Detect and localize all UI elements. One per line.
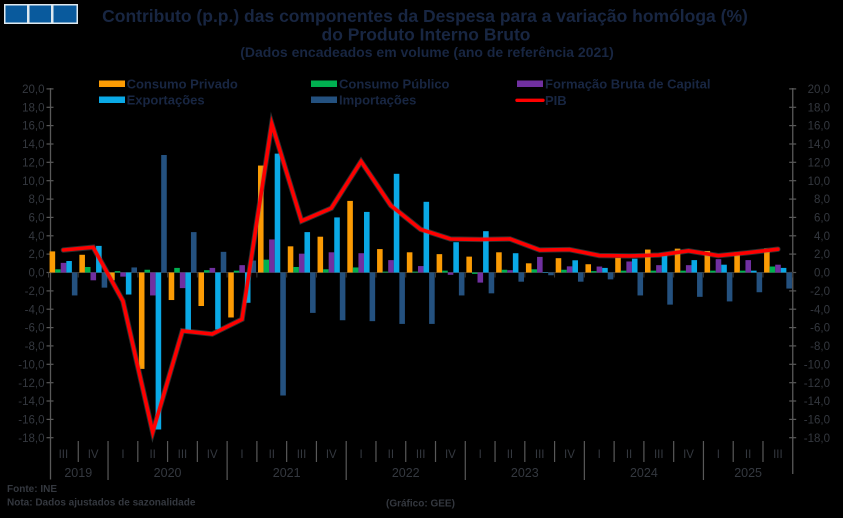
- svg-text:Consumo Privado: Consumo Privado: [127, 77, 238, 92]
- svg-text:2023: 2023: [511, 466, 539, 480]
- svg-text:-8,0: -8,0: [810, 341, 830, 353]
- svg-text:Exportações: Exportações: [127, 93, 205, 108]
- svg-text:18,0: 18,0: [22, 102, 44, 114]
- svg-text:6,0: 6,0: [29, 213, 45, 225]
- svg-text:2020: 2020: [154, 466, 182, 480]
- svg-text:14,0: 14,0: [808, 139, 830, 151]
- svg-text:2025: 2025: [734, 466, 762, 480]
- svg-text:8,0: 8,0: [29, 194, 45, 206]
- svg-text:14,0: 14,0: [22, 139, 44, 151]
- svg-text:16,0: 16,0: [22, 121, 44, 133]
- svg-text:III: III: [416, 449, 426, 461]
- svg-text:Formação Bruta de Capital: Formação Bruta de Capital: [545, 77, 710, 92]
- svg-text:I: I: [479, 449, 482, 461]
- svg-text:-10,0: -10,0: [804, 359, 830, 371]
- svg-text:(Gráfico: GEE): (Gráfico: GEE): [386, 499, 455, 510]
- svg-text:IV: IV: [326, 449, 337, 461]
- svg-text:2,0: 2,0: [29, 249, 45, 261]
- svg-text:-10,0: -10,0: [18, 359, 44, 371]
- svg-text:2024: 2024: [630, 466, 658, 480]
- svg-text:Nota: Dados ajustados de sazon: Nota: Dados ajustados de sazonalidade: [7, 498, 196, 509]
- svg-text:-16,0: -16,0: [804, 415, 830, 427]
- svg-text:-2,0: -2,0: [25, 286, 45, 298]
- svg-text:-8,0: -8,0: [25, 341, 45, 353]
- svg-text:Fonte: INE: Fonte: INE: [7, 484, 57, 495]
- svg-text:II: II: [626, 449, 632, 461]
- svg-text:18,0: 18,0: [808, 102, 830, 114]
- svg-text:-12,0: -12,0: [804, 378, 830, 390]
- svg-text:III: III: [297, 449, 307, 461]
- svg-text:-6,0: -6,0: [25, 323, 45, 335]
- svg-text:III: III: [59, 449, 69, 461]
- svg-text:10,0: 10,0: [22, 176, 44, 188]
- svg-text:II: II: [269, 449, 275, 461]
- svg-text:-6,0: -6,0: [810, 323, 830, 335]
- svg-text:-18,0: -18,0: [804, 433, 830, 445]
- svg-text:PIB: PIB: [545, 93, 567, 108]
- svg-text:IV: IV: [564, 449, 575, 461]
- svg-text:II: II: [507, 449, 513, 461]
- svg-text:I: I: [359, 449, 362, 461]
- svg-text:12,0: 12,0: [808, 157, 830, 169]
- svg-text:IV: IV: [207, 449, 218, 461]
- svg-text:-4,0: -4,0: [25, 304, 45, 316]
- svg-text:II: II: [745, 449, 751, 461]
- svg-text:4,0: 4,0: [29, 231, 45, 243]
- svg-text:4,0: 4,0: [814, 231, 830, 243]
- svg-text:-14,0: -14,0: [804, 396, 830, 408]
- svg-text:-16,0: -16,0: [18, 415, 44, 427]
- svg-text:III: III: [535, 449, 545, 461]
- svg-text:I: I: [717, 449, 720, 461]
- svg-text:IV: IV: [445, 449, 456, 461]
- svg-text:Consumo Público: Consumo Público: [339, 77, 450, 92]
- svg-text:-14,0: -14,0: [18, 396, 44, 408]
- svg-text:10,0: 10,0: [808, 176, 830, 188]
- svg-text:2021: 2021: [273, 466, 301, 480]
- svg-text:8,0: 8,0: [814, 194, 830, 206]
- svg-text:20,0: 20,0: [22, 84, 44, 96]
- svg-text:IV: IV: [88, 449, 99, 461]
- svg-text:I: I: [121, 449, 124, 461]
- svg-text:16,0: 16,0: [808, 121, 830, 133]
- svg-text:IV: IV: [683, 449, 694, 461]
- svg-text:Importações: Importações: [339, 93, 416, 108]
- svg-text:do Produto Interno Bruto: do Produto Interno Bruto: [322, 25, 531, 45]
- svg-text:I: I: [598, 449, 601, 461]
- svg-text:-12,0: -12,0: [18, 378, 44, 390]
- svg-text:III: III: [654, 449, 664, 461]
- svg-text:2019: 2019: [64, 466, 92, 480]
- svg-text:2,0: 2,0: [814, 249, 830, 261]
- svg-text:20,0: 20,0: [808, 84, 830, 96]
- svg-text:III: III: [178, 449, 188, 461]
- svg-text:I: I: [240, 449, 243, 461]
- svg-text:6,0: 6,0: [814, 213, 830, 225]
- svg-text:0,0: 0,0: [814, 268, 830, 280]
- svg-text:-18,0: -18,0: [18, 433, 44, 445]
- svg-text:Contributo (p.p.) das componen: Contributo (p.p.) das componentes da Des…: [102, 6, 748, 26]
- svg-text:12,0: 12,0: [22, 157, 44, 169]
- svg-text:-4,0: -4,0: [810, 304, 830, 316]
- svg-text:III: III: [773, 449, 783, 461]
- svg-text:II: II: [388, 449, 394, 461]
- svg-text:0,0: 0,0: [29, 268, 45, 280]
- svg-text:-2,0: -2,0: [810, 286, 830, 298]
- svg-text:II: II: [149, 449, 155, 461]
- svg-text:2022: 2022: [392, 466, 420, 480]
- svg-text:(Dados encadeados em volume (a: (Dados encadeados em volume (ano de refe…: [240, 44, 613, 60]
